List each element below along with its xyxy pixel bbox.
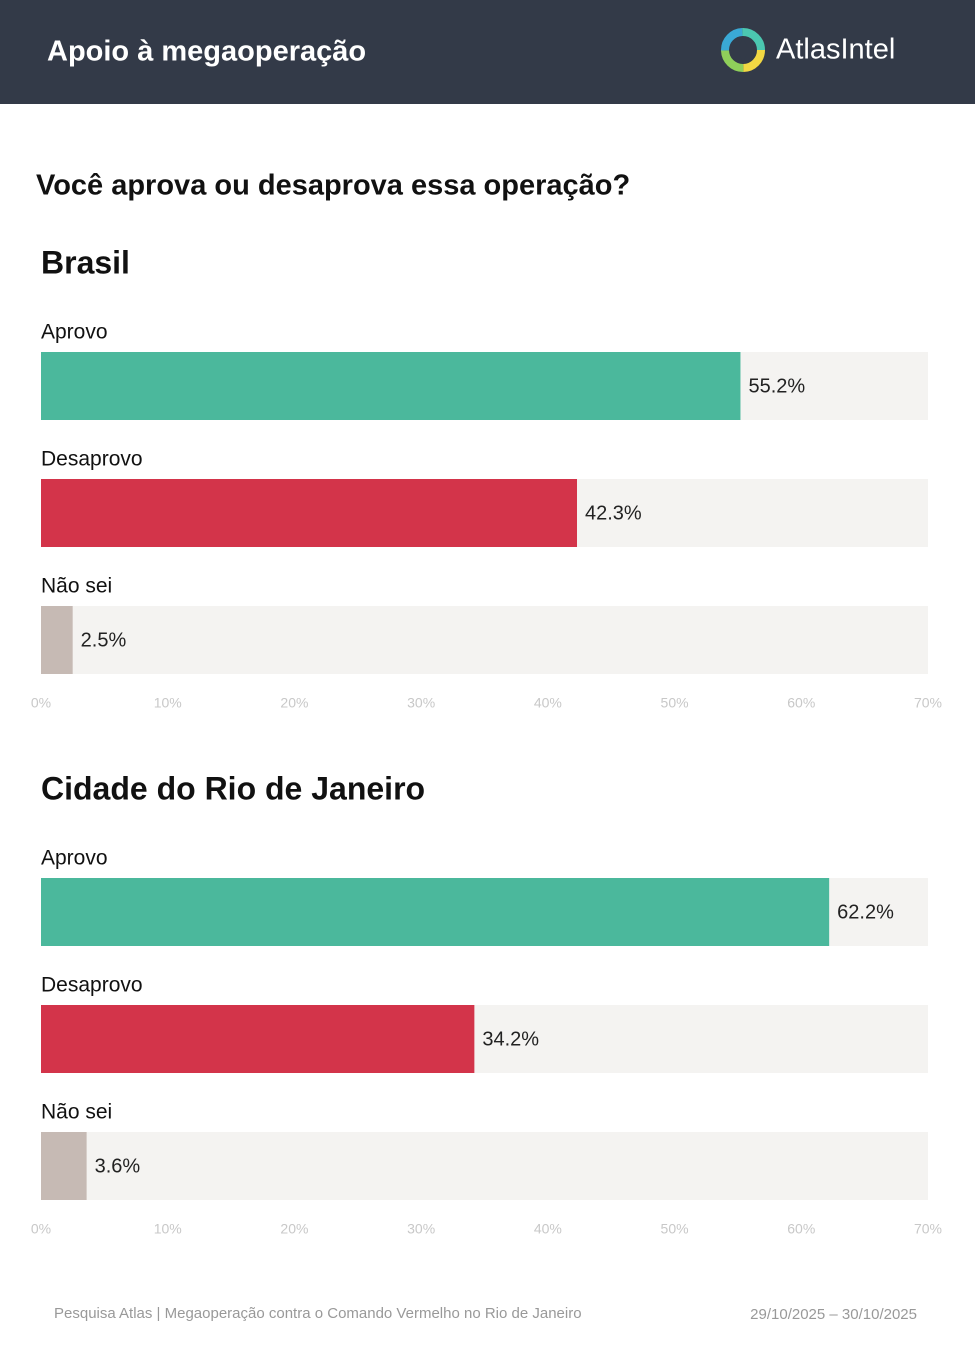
bar-track xyxy=(41,1132,928,1200)
value-label: 3.6% xyxy=(95,1155,141,1177)
x-tick-label: 30% xyxy=(407,695,435,711)
header-bar xyxy=(0,0,975,104)
footer-source: Pesquisa Atlas | Megaoperação contra o C… xyxy=(54,1305,582,1322)
x-tick-label: 60% xyxy=(787,695,815,711)
x-tick-label: 50% xyxy=(661,695,689,711)
x-tick-label: 0% xyxy=(31,1221,51,1237)
category-label: Não sei xyxy=(41,1101,112,1124)
bar xyxy=(41,606,73,674)
x-tick-label: 10% xyxy=(154,695,182,711)
x-tick-label: 50% xyxy=(661,1221,689,1237)
category-label: Desaprovo xyxy=(41,974,143,997)
logo-arc xyxy=(721,28,765,72)
bar xyxy=(41,1132,87,1200)
chart-title: Brasil xyxy=(41,244,130,280)
bar xyxy=(41,878,830,946)
x-tick-label: 10% xyxy=(154,1221,182,1237)
bar-track xyxy=(41,606,928,674)
x-tick-label: 30% xyxy=(407,1221,435,1237)
category-label: Aprovo xyxy=(41,321,108,344)
x-tick-label: 40% xyxy=(534,1221,562,1237)
value-label: 34.2% xyxy=(482,1028,539,1050)
bar xyxy=(41,352,741,420)
category-label: Aprovo xyxy=(41,847,108,870)
value-label: 42.3% xyxy=(585,502,642,524)
logo-arc xyxy=(721,28,765,72)
value-label: 2.5% xyxy=(81,629,127,651)
value-label: 62.2% xyxy=(837,901,894,923)
category-label: Não sei xyxy=(41,575,112,598)
x-tick-label: 0% xyxy=(31,695,51,711)
logo-star xyxy=(731,38,755,62)
logo-arc xyxy=(721,28,765,72)
x-tick-label: 20% xyxy=(280,1221,308,1237)
bar xyxy=(41,1005,475,1073)
question: Você aprova ou desaprova essa operação? xyxy=(36,170,630,202)
x-tick-label: 60% xyxy=(787,1221,815,1237)
x-tick-label: 70% xyxy=(914,695,942,711)
category-label: Desaprovo xyxy=(41,448,143,471)
value-label: 55.2% xyxy=(748,375,805,397)
header-title: Apoio à megaoperação xyxy=(47,36,366,68)
x-tick-label: 20% xyxy=(280,695,308,711)
logo-icon xyxy=(721,28,765,72)
x-tick-label: 70% xyxy=(914,1221,942,1237)
footer-dates: 29/10/2025 – 30/10/2025 xyxy=(750,1306,917,1323)
chart-title: Cidade do Rio de Janeiro xyxy=(41,770,425,806)
brand-name: AtlasIntel xyxy=(776,34,895,66)
x-tick-label: 40% xyxy=(534,695,562,711)
bar xyxy=(41,479,578,547)
